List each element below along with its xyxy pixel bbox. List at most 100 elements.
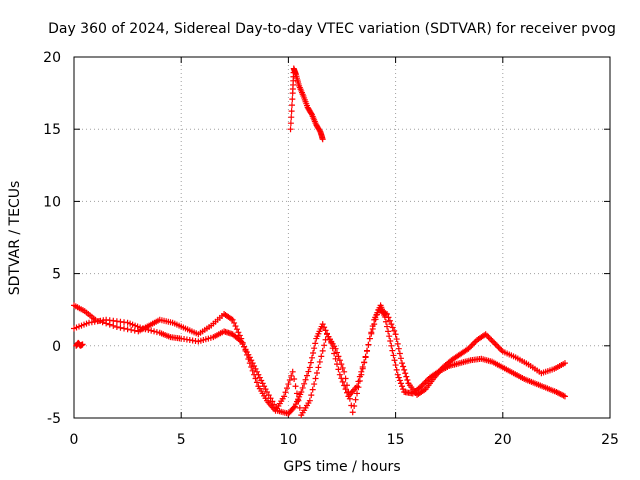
data-point bbox=[369, 325, 376, 332]
data-point bbox=[321, 324, 328, 331]
data-point bbox=[233, 326, 240, 333]
data-point bbox=[495, 344, 502, 351]
y-tick-label: 20 bbox=[43, 50, 61, 66]
data-point bbox=[243, 351, 250, 358]
data-point bbox=[422, 378, 429, 385]
data-point bbox=[402, 370, 409, 377]
data-point bbox=[352, 396, 359, 403]
data-point bbox=[335, 366, 342, 373]
data-point bbox=[341, 368, 348, 375]
data-point bbox=[151, 328, 158, 335]
data-point bbox=[489, 338, 496, 345]
data-point bbox=[313, 369, 320, 376]
data-point bbox=[496, 345, 503, 352]
data-point bbox=[231, 319, 238, 326]
data-point bbox=[252, 375, 259, 382]
data-point bbox=[374, 311, 381, 318]
data-point bbox=[110, 322, 117, 329]
tick-labels: 0 5 10 15 20 25 -5 0 5 10 15 20 bbox=[43, 50, 619, 448]
data-point bbox=[368, 330, 375, 337]
data-point bbox=[311, 345, 318, 352]
data-point bbox=[424, 377, 431, 384]
data-point bbox=[287, 120, 294, 127]
data-point bbox=[121, 325, 128, 332]
data-point bbox=[305, 368, 312, 375]
data-point bbox=[236, 332, 243, 339]
x-tick-label: 5 bbox=[177, 432, 186, 448]
data-point bbox=[391, 357, 398, 364]
data-points bbox=[71, 65, 568, 419]
data-point bbox=[299, 384, 306, 391]
data-point bbox=[331, 350, 338, 357]
data-point bbox=[333, 349, 340, 356]
data-point bbox=[468, 342, 475, 349]
data-point bbox=[316, 358, 323, 365]
y-tick-label: 10 bbox=[43, 194, 61, 210]
data-point bbox=[302, 376, 309, 383]
data-point bbox=[286, 376, 293, 383]
data-point bbox=[306, 397, 313, 404]
data-point bbox=[388, 321, 395, 328]
data-point bbox=[469, 341, 476, 348]
data-point bbox=[253, 368, 260, 375]
data-point bbox=[362, 353, 369, 360]
data-point bbox=[251, 363, 258, 370]
data-point bbox=[113, 324, 120, 331]
data-point bbox=[484, 332, 491, 339]
series-2 bbox=[71, 302, 568, 419]
data-point bbox=[298, 389, 305, 396]
data-point bbox=[242, 347, 249, 354]
data-point bbox=[295, 397, 302, 404]
data-point bbox=[281, 393, 288, 400]
data-point bbox=[106, 321, 113, 328]
data-point bbox=[103, 320, 110, 327]
data-point bbox=[359, 365, 366, 372]
x-axis-label: GPS time / hours bbox=[283, 459, 400, 475]
data-point bbox=[390, 352, 397, 359]
data-point bbox=[387, 337, 394, 344]
data-point bbox=[131, 327, 138, 334]
y-tick-label: -5 bbox=[47, 411, 61, 427]
data-point bbox=[393, 366, 400, 373]
data-point bbox=[339, 378, 346, 385]
data-point bbox=[339, 364, 346, 371]
data-point bbox=[229, 316, 236, 323]
data-point bbox=[308, 354, 315, 361]
data-point bbox=[394, 371, 401, 378]
data-point bbox=[246, 360, 253, 367]
data-point bbox=[386, 317, 393, 324]
chart-title: Day 360 of 2024, Sidereal Day-to-day VTE… bbox=[48, 21, 616, 37]
data-point bbox=[253, 379, 260, 386]
data-point bbox=[288, 108, 295, 115]
data-point bbox=[322, 336, 329, 343]
x-tick-label: 0 bbox=[70, 432, 79, 448]
data-point bbox=[332, 345, 339, 352]
data-point bbox=[315, 364, 322, 371]
data-point bbox=[491, 339, 498, 346]
data-point bbox=[288, 114, 295, 121]
data-point bbox=[287, 126, 294, 133]
data-point bbox=[388, 342, 395, 349]
data-point bbox=[399, 360, 406, 367]
data-point bbox=[385, 314, 392, 321]
x-tick-label: 10 bbox=[279, 432, 297, 448]
y-axis-label: SDTVAR / TECUs bbox=[7, 181, 23, 296]
data-point bbox=[338, 361, 345, 368]
data-point bbox=[389, 347, 396, 354]
data-point bbox=[267, 395, 274, 402]
data-point bbox=[488, 337, 495, 344]
data-point bbox=[148, 327, 155, 334]
data-point bbox=[392, 362, 399, 369]
data-point bbox=[399, 383, 406, 390]
data-point bbox=[494, 342, 501, 349]
data-point bbox=[308, 392, 315, 399]
data-point bbox=[282, 389, 289, 396]
data-point bbox=[321, 342, 328, 349]
data-point bbox=[361, 359, 368, 366]
data-point bbox=[382, 318, 389, 325]
data-point bbox=[289, 96, 296, 103]
x-tick-label: 25 bbox=[601, 432, 619, 448]
data-point bbox=[307, 359, 314, 366]
data-point bbox=[232, 323, 239, 330]
data-point bbox=[322, 327, 329, 334]
